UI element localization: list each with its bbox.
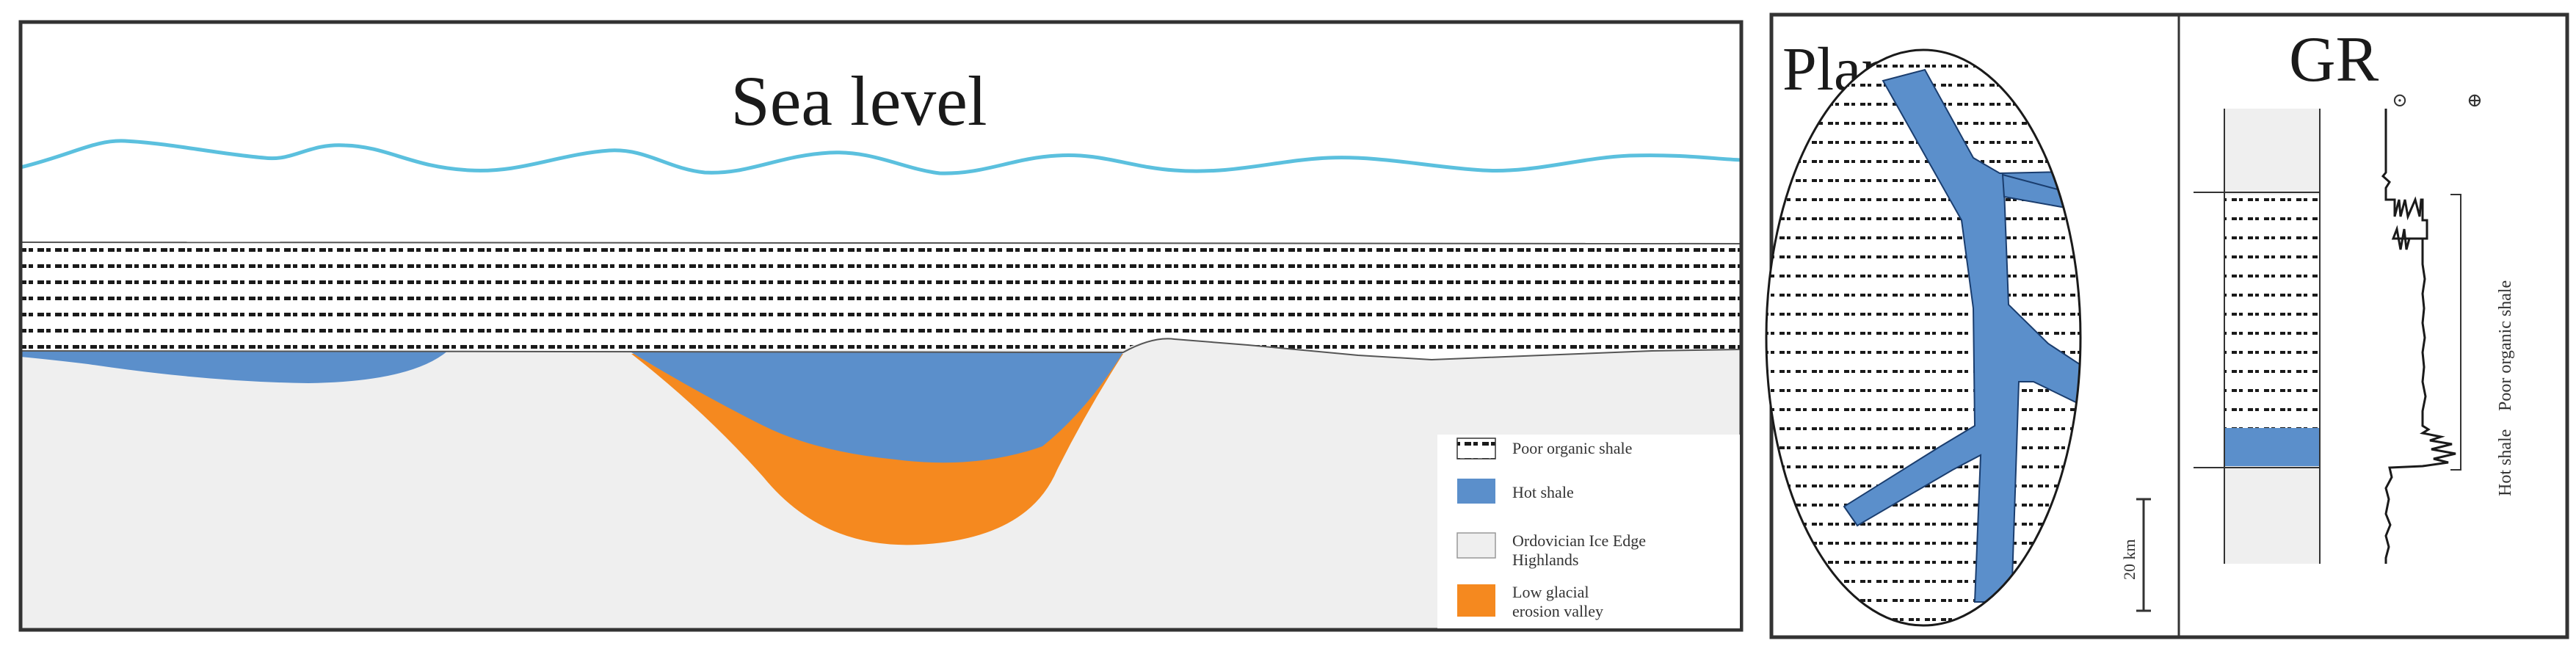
gr-log-curve [2381, 109, 2456, 564]
legend-label-valley-1: Low glacial [1512, 583, 1589, 601]
plan-ellipse-outline [1765, 48, 2082, 627]
legend-swatch-highlands [1456, 532, 1496, 559]
legend-label-hot-shale: Hot shale [1512, 483, 1574, 501]
legend-swatch-hot-shale [1457, 479, 1495, 504]
legend-label-highlands-2: Highlands [1512, 551, 1578, 569]
column-poor-organic [2224, 195, 2320, 428]
gr-label-hot-shale: Hot shale [2496, 429, 2515, 496]
legend: Poor organic shale Hot shale Ordovician … [1437, 435, 1740, 628]
legend-label-valley-2: erosion valley [1512, 602, 1603, 620]
legend-swatch-valley [1457, 584, 1495, 617]
plan-gr-panel: Plan 20 km GR ⊙ ⊕ Poor org [1765, 12, 2569, 639]
gr-bracket [2450, 194, 2461, 471]
cross-section-panel: Sea level Poor organic shale Hot shale O… [18, 20, 1744, 632]
ground-surface-line [21, 338, 1741, 361]
hot-shale-valley [631, 352, 1123, 463]
sea-level-title: Sea level [730, 62, 987, 140]
legend-label-poor-organic: Poor organic shale [1512, 439, 1632, 457]
poor-organic-shale-layer [21, 242, 1741, 352]
column-hot-shale [2224, 428, 2320, 466]
sea-level-wave [21, 139, 1741, 175]
scale-label: 20 km [2120, 539, 2138, 580]
legend-swatch-poor-organic [1456, 438, 1496, 460]
gr-marker-left-icon: ⊙ [2392, 90, 2408, 111]
gr-marker-right-icon: ⊕ [2467, 90, 2483, 111]
hot-shale-lens-left [21, 351, 448, 383]
legend-label-highlands-1: Ordovician Ice Edge [1512, 531, 1646, 550]
strat-column [2194, 109, 2321, 564]
plan-channel [1843, 68, 2080, 603]
gr-title: GR [2289, 24, 2379, 95]
shale-top-line [21, 242, 1741, 244]
gr-label-poor-organic: Poor organic shale [2496, 280, 2515, 411]
cross-section-border [18, 20, 1744, 632]
